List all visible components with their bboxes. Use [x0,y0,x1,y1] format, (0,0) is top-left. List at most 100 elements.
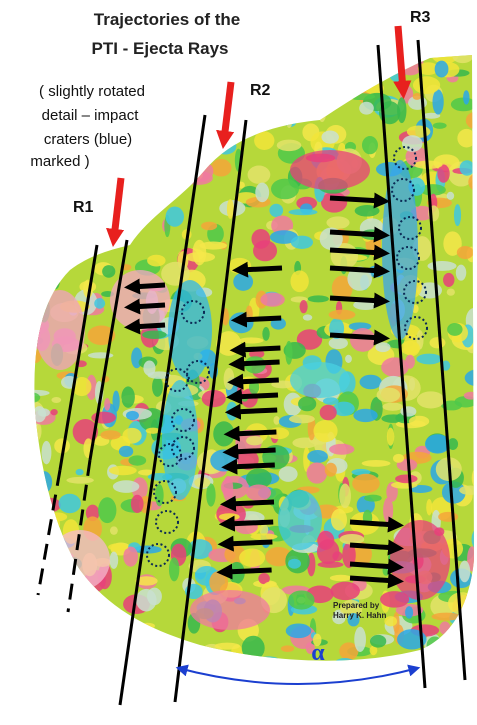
map-patch [306,462,328,484]
map-patch [222,475,234,502]
map-patch [353,408,378,423]
ray-label: R2 [250,82,271,99]
map-patch [214,138,237,155]
map-patch [439,621,451,635]
crater [404,316,428,340]
map-patch [238,42,263,50]
map-patch [369,634,387,648]
map-patch [363,38,392,45]
map-patch [34,349,42,364]
map-patch [36,471,53,493]
map-patch [121,386,135,408]
map-patch [22,469,28,483]
map-patch [259,524,269,536]
map-patch [98,173,108,187]
map-patch [11,500,32,526]
map-patch [269,230,298,244]
map-patch [375,342,391,353]
map-patch [117,146,126,164]
map-patch [265,547,292,567]
map-patch [412,93,422,100]
map-patch [177,107,188,119]
map-patch [149,140,177,161]
map-patch [397,97,407,124]
angle-arc [175,664,421,685]
map-patch [381,357,409,378]
map-patch [384,616,398,627]
map-patch [345,354,352,363]
map-patch [254,131,275,150]
map-patch [455,264,467,281]
map-region [190,590,270,630]
map-patch [450,97,474,112]
map-patch [405,354,415,369]
map-patch [447,322,463,336]
ray-lines [36,39,467,706]
map-patch [104,398,111,411]
map-patch [50,408,58,416]
title-line: Trajectories of the [94,10,240,29]
map-patch [143,360,156,376]
arrow [230,311,282,328]
map-patch [330,581,360,601]
map-patch [307,295,329,303]
map-patch [324,462,337,477]
credit-line: Prepared by [333,601,380,610]
map-patch [34,406,47,423]
map-patch [290,235,314,249]
map-patch [320,191,348,213]
map-region [278,490,322,550]
map-patch [206,483,216,507]
map-patch [179,157,205,169]
map-patch [463,90,470,105]
map-patch [319,404,337,421]
map-patch [439,34,448,48]
map-patch [457,128,474,148]
map-patch [326,216,350,229]
map-patch [34,572,38,584]
map-patch [122,178,144,196]
map-patch [108,543,129,551]
map-patch [369,645,378,656]
map-patch [128,455,147,466]
map-patch [143,91,165,113]
map-patch [148,661,178,680]
map-patch [202,84,217,98]
map-patch [263,111,278,119]
map-patch [242,38,265,45]
title: Trajectories of the PTI - Ejecta Rays [91,10,240,58]
map-patch [100,430,121,440]
map-patch [447,438,459,450]
map-patch [337,80,368,92]
map-patch [339,534,365,545]
map-patch [397,629,427,650]
map-patch [34,547,41,559]
arrow [220,495,275,512]
map-patch [126,410,139,421]
map-patch [123,546,139,567]
map-patch [278,466,298,482]
map-patch [459,485,474,495]
crater [396,246,420,270]
map-patch [271,215,294,236]
map-patch [386,427,395,446]
map-patch [241,635,265,661]
map-patch [354,626,366,652]
map-patch [165,206,185,227]
map-patch [463,628,474,644]
map-patch [89,167,99,180]
map-patch [70,61,98,70]
arrow [229,341,281,358]
arrow [226,388,279,405]
map-patch [459,160,474,176]
map-patch [34,228,47,245]
map-patch [431,55,459,64]
credit-line: Harry K. Hahn [333,611,386,620]
map-patch [339,483,351,509]
map-patch [184,171,213,185]
map-patch [255,182,270,203]
map-patch [145,427,161,434]
map-patch [60,55,69,76]
map-patch [103,652,126,661]
map-patch [361,459,391,467]
